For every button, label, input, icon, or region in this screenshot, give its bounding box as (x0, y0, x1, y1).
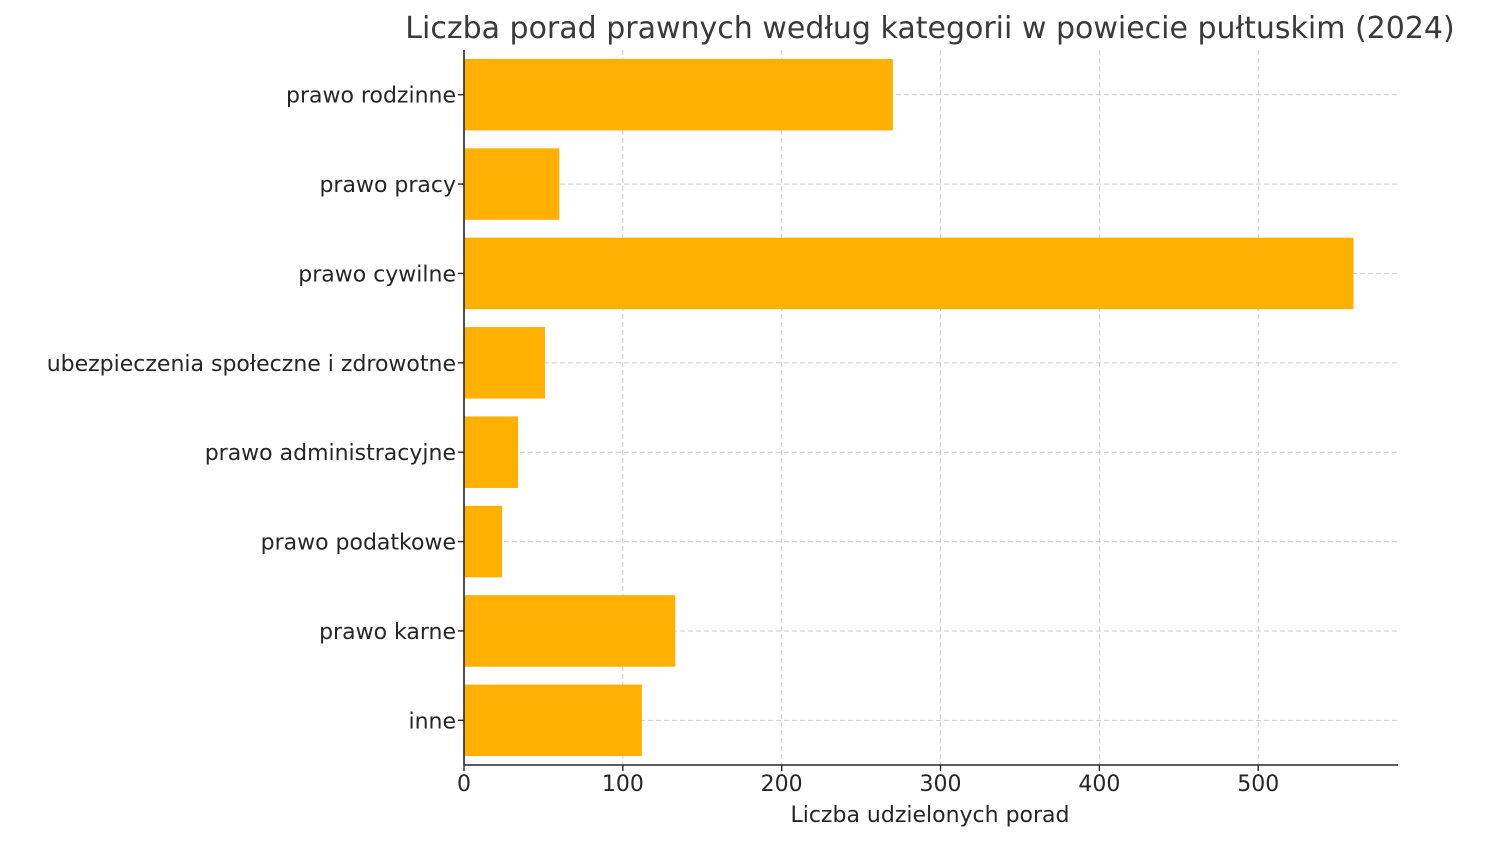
x-tick-label: 300 (920, 772, 962, 797)
x-tick-label: 0 (457, 772, 471, 797)
y-tick-label: prawo cywilne (298, 262, 456, 287)
bar (464, 505, 503, 578)
x-tick-label: 500 (1237, 772, 1279, 797)
x-tick-label: 400 (1078, 772, 1120, 797)
bar (464, 58, 893, 131)
axes (463, 50, 1398, 766)
x-axis-ticks: 0 100 200 300 400 500 (457, 765, 1279, 797)
x-tick-label: 200 (761, 772, 803, 797)
x-tick-label: 100 (602, 772, 644, 797)
y-tick-label: prawo pracy (319, 173, 456, 198)
bar (464, 595, 676, 667)
y-tick-label: ubezpieczenia społeczne i zdrowotne (47, 352, 456, 377)
bar (464, 148, 560, 220)
y-axis-ticks: prawo rodzinne prawo pracy prawo cywilne ub… (47, 84, 464, 734)
y-tick-label: prawo karne (319, 620, 456, 645)
y-tick-label: prawo podatkowe (261, 531, 456, 556)
bar (464, 327, 546, 399)
y-tick-label: prawo rodzinne (286, 84, 456, 109)
y-tick-label: prawo administracyjne (205, 441, 456, 466)
bar (464, 237, 1354, 310)
bar (464, 684, 642, 757)
chart-title: Liczba porad prawnych według kategorii w… (405, 11, 1454, 46)
y-tick-label: inne (408, 709, 456, 734)
bar (464, 416, 519, 488)
bars (464, 58, 1354, 757)
x-axis-label: Liczba udzielonych porad (790, 803, 1069, 828)
